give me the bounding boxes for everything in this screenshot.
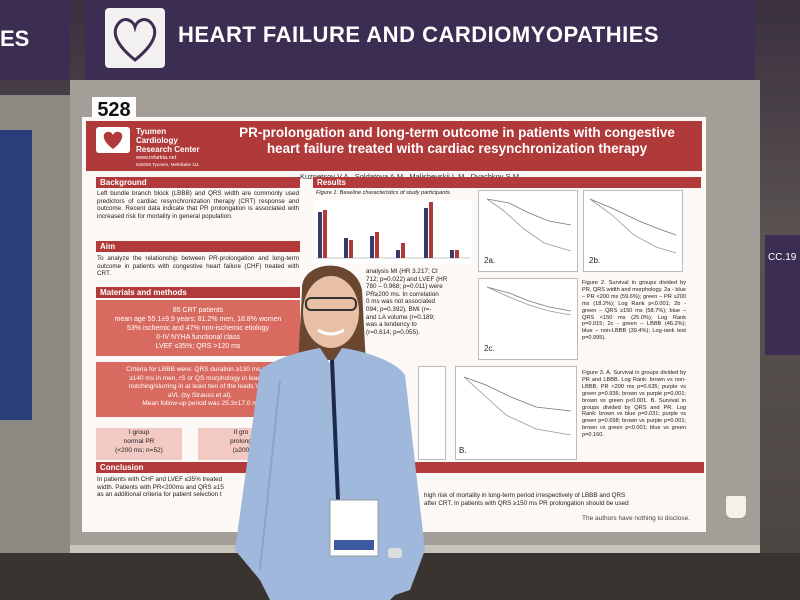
results-line: and LA volume (r=0.189;	[366, 313, 435, 321]
results-line: PR≥200 ms. In correlation	[366, 290, 439, 298]
section-text: To analyze the relationship between PR-p…	[97, 255, 299, 278]
criteria-line: aVL (by Strauss et al).	[167, 391, 233, 399]
disclosure: The authors have nothing to disclose.	[582, 515, 691, 522]
cup	[726, 496, 746, 518]
patients-box	[96, 300, 300, 356]
survival-plot	[478, 278, 578, 360]
conclusion-line: after CRT. In patients with QRS ≥150 ms …	[424, 499, 629, 507]
section-heading: Results	[313, 177, 701, 188]
poster-title-bar	[86, 121, 702, 171]
results-line: 712; p=0.022) and LVEF (HR	[366, 275, 448, 283]
plot-label: 2b.	[589, 256, 601, 265]
criteria-line: Mean follow-up period was 25.3±17.0 m	[142, 400, 258, 408]
institution-address: 625026 Tyumen, Melnikaite 111	[136, 162, 200, 167]
results-line: 094; p=0.392), BMI (r=-	[366, 305, 432, 313]
conclusion-line: width. Patients with PR<200ms and QRS ≥1…	[97, 483, 224, 491]
group-line: (<200 ms; n=52)	[115, 447, 163, 454]
results-line: (r=0.614; p=0.055).	[366, 328, 420, 336]
institution-url: www.infarkta.net	[136, 155, 177, 161]
survival-plot	[418, 366, 446, 460]
person	[235, 265, 425, 600]
patients-line: LVEF ≤35%; QRS >120 ms	[155, 343, 241, 350]
conclusion-line: as an additional criteria for patient se…	[97, 491, 222, 499]
results-text: analysis MI (HR 3.217; CI 712; p=0.022) …	[366, 268, 472, 336]
criteria-line: Criteria for LBBB were: QRS duration ≥13…	[126, 366, 274, 373]
results-line: was a tendency to	[366, 321, 417, 329]
criteria-line: notching/slurring in at least two of the…	[128, 383, 272, 391]
section-heading: Materials and methods	[96, 287, 300, 298]
banner	[85, 0, 755, 80]
banner-left	[0, 0, 70, 80]
group-box: I group normal PR (<200 ms; n=52)	[96, 428, 182, 460]
right-sign	[765, 235, 800, 355]
left-poster	[0, 130, 32, 420]
results-line: 0 ms was not associated	[366, 298, 435, 306]
group-line: (≥200	[232, 447, 250, 454]
group-line: I group	[128, 429, 150, 436]
results-line: 780 – 0.968; p=0.011) were	[366, 283, 443, 291]
survival-plot	[583, 190, 683, 272]
figure-caption: Figure 3. A. Survival in groups divided …	[582, 370, 686, 439]
banner-left-text: ES	[0, 26, 30, 51]
section-heading: Background	[96, 177, 300, 188]
figure-caption: Figure 1. Baseline characteristics of st…	[316, 190, 452, 196]
patients-line: II-IV NYHA functional class	[156, 334, 240, 341]
conclusion-left: In patients with CHF and LVEF ≤35% treat…	[97, 476, 257, 499]
patients-line: mean age 55.1±9.9 years; 81.2% men, 18.8…	[114, 316, 282, 323]
conclusion-right: high risk of mortality in long-term peri…	[424, 492, 696, 507]
plot-label: B.	[459, 446, 467, 455]
right-sign-text: CC.19	[768, 252, 797, 263]
institution-logo	[96, 127, 130, 153]
institution-name: Tyumen Cardiology Research Center	[136, 127, 200, 154]
group-line: II gro	[233, 429, 249, 436]
results-line: analysis MI (HR 3.217; CI	[366, 268, 438, 275]
section-text: Left bundle branch block (LBBB) and QRS …	[97, 190, 299, 220]
figure-caption: Figure 2. Survival in groups divided by …	[582, 280, 686, 342]
survival-plot	[455, 366, 577, 460]
banner-title: HEART FAILURE AND CARDIOMYOPATHIES	[178, 22, 660, 47]
survival-plot	[478, 190, 578, 272]
patients-line: 85 CRT patients	[172, 307, 224, 314]
patients-list: 85 CRT patients mean age 55.1±9.9 years;…	[96, 306, 300, 351]
patients-line: 53% ischemic and 47% non-ischemic etiolo…	[126, 325, 270, 332]
conclusion-line: high risk of mortality in long-term peri…	[424, 492, 626, 499]
figure-1-chart	[314, 200, 472, 264]
plot-label: 2a.	[484, 256, 496, 265]
heart-icon	[113, 18, 157, 62]
criteria-list: Criteria for LBBB were: QRS duration ≥13…	[100, 366, 300, 409]
group-line: normal PR	[123, 438, 155, 445]
poster-authors: Kuznetsov V.A., Soldatova A.M., Malishev…	[300, 172, 521, 181]
conclusion-line: In patients with CHF and LVEF ≤35% treat…	[97, 476, 223, 483]
poster-title: PR-prolongation and long-term outcome in…	[239, 125, 675, 156]
group-line: prolong	[230, 438, 252, 445]
section-heading: Aim	[96, 241, 300, 252]
plot-label: 2c.	[484, 344, 495, 353]
criteria-line: ≥140 ms in men, rS or QS morphology in l…	[129, 374, 271, 382]
